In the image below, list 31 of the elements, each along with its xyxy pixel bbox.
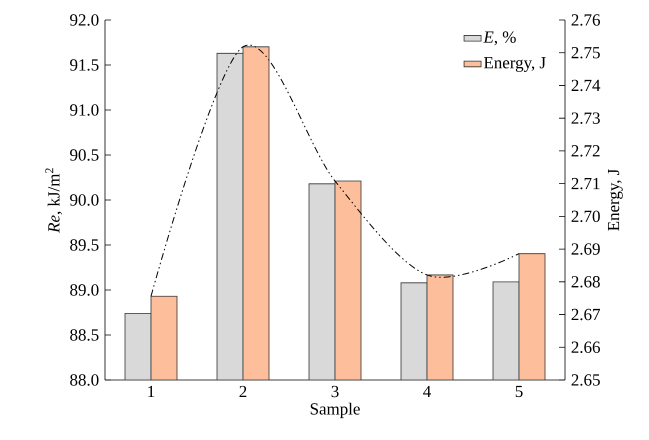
y2-tick-label: 2.75 — [572, 46, 600, 58]
y2-tick-label: 2.71 — [572, 178, 600, 190]
y-tick-label: 90.5 — [70, 149, 98, 161]
y-tick-label: 91.0 — [70, 104, 99, 116]
y-tick-label: 90.0 — [70, 194, 99, 206]
x-tick-label: 3 — [332, 386, 339, 398]
y2-tick-label: 2.74 — [572, 80, 600, 92]
x-axis-title: Sample — [310, 402, 360, 418]
x-tick-label: 2 — [240, 386, 246, 398]
legend-label: Energy, J — [484, 57, 546, 72]
y2-tick-label: 2.76 — [572, 14, 600, 26]
y2-tick-label: 2.68 — [572, 276, 600, 288]
y-axis-title: Re, kJ/m$^{2}$ — [45, 168, 62, 233]
legend-label: E, % — [483, 31, 516, 46]
y2-tick-label: 2.69 — [572, 243, 600, 255]
y2-tick-label: 2.73 — [572, 112, 600, 124]
y2-tick-label: 2.72 — [572, 145, 600, 157]
x-tick-label: 1 — [148, 386, 154, 398]
y-tick-label: 89.5 — [70, 239, 98, 251]
y2-tick-label: 2.70 — [572, 210, 600, 222]
x-tick-label: 5 — [516, 386, 523, 398]
y2-tick-label: 2.67 — [572, 308, 600, 320]
y2-tick-label: 2.65 — [572, 374, 600, 386]
x-tick-label: 4 — [423, 386, 431, 397]
y-tick-label: 89.0 — [70, 284, 99, 296]
y-tick-label: 92.0 — [70, 14, 99, 26]
y-tick-label: 88.5 — [70, 329, 98, 341]
y2-axis-title: Energy, J — [608, 169, 623, 231]
y-tick-label: 91.5 — [70, 59, 98, 71]
y-tick-label: 88.0 — [70, 374, 99, 386]
y2-tick-label: 2.66 — [572, 342, 600, 353]
